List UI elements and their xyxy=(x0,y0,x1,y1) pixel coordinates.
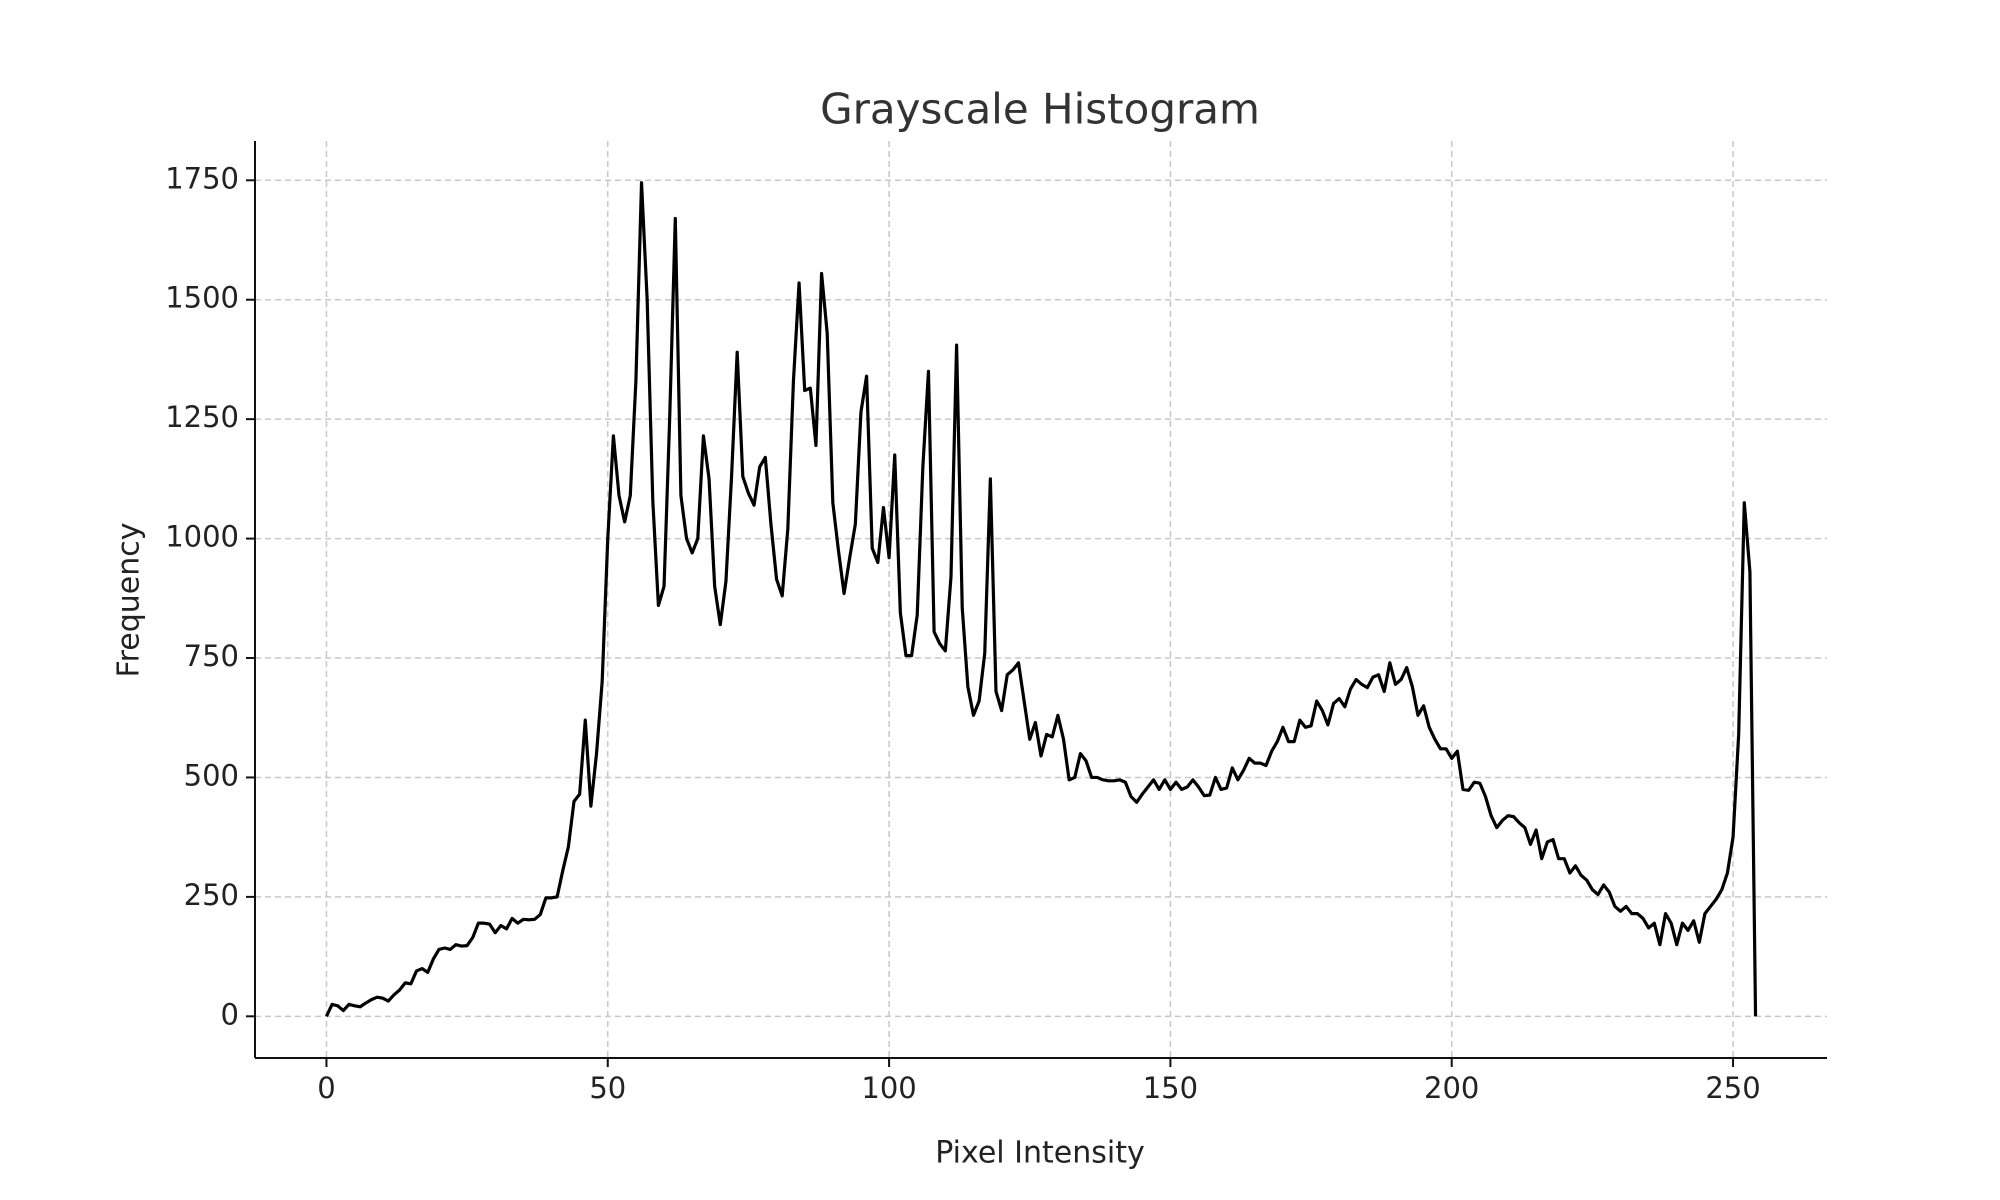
y-tick-label: 1000 xyxy=(165,520,239,554)
x-tick-label: 50 xyxy=(589,1071,626,1105)
y-axis-label: Frequency xyxy=(112,523,147,678)
y-tick-label: 0 xyxy=(221,997,239,1031)
y-tick-label: 1500 xyxy=(165,281,239,315)
chart-title: Grayscale Histogram xyxy=(820,85,1260,134)
x-tick-label: 200 xyxy=(1424,1071,1479,1105)
y-tick-label: 250 xyxy=(184,878,239,912)
y-tick-label: 750 xyxy=(184,639,239,673)
x-tick-label: 150 xyxy=(1143,1071,1198,1105)
x-tick-label: 250 xyxy=(1705,1071,1760,1105)
plot-area xyxy=(325,181,1758,1018)
grid xyxy=(255,141,1827,1058)
y-tick-label: 1250 xyxy=(165,400,239,434)
x-tick-label: 100 xyxy=(861,1071,916,1105)
y-tick-label: 1750 xyxy=(165,161,239,195)
line xyxy=(325,181,1758,1018)
x-axis-label: Pixel Intensity xyxy=(935,1136,1145,1171)
x-tick-label: 0 xyxy=(317,1071,335,1105)
y-tick-label: 500 xyxy=(184,758,239,792)
